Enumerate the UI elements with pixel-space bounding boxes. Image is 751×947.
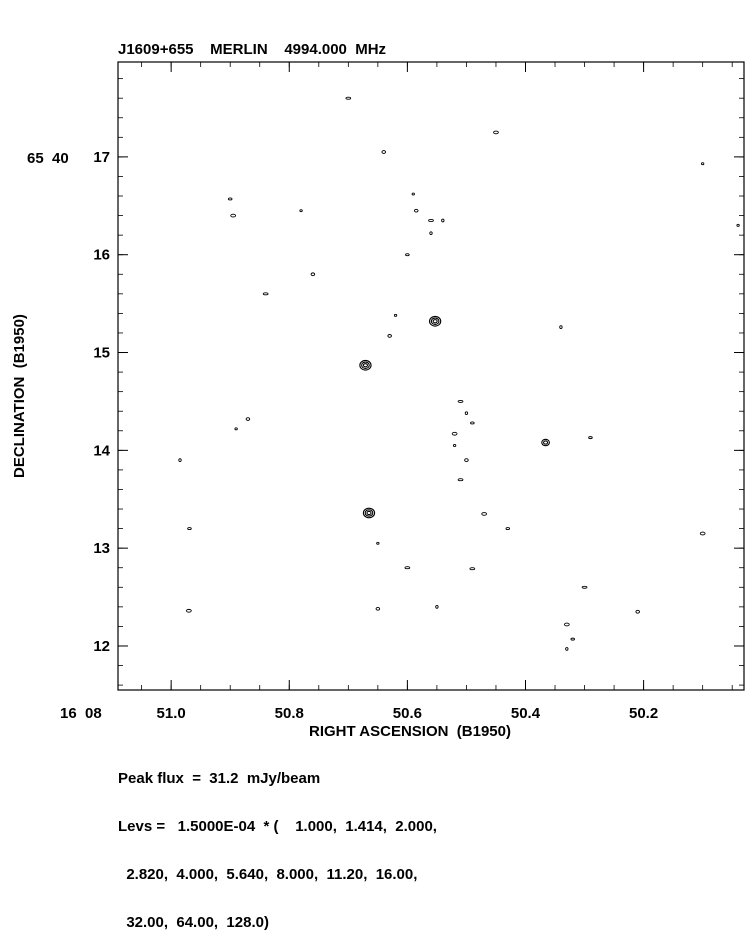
y-tick-labels: 17 16 15 14 13 12 <box>93 149 110 655</box>
noise-contour <box>493 130 499 135</box>
noise-contour <box>469 567 476 571</box>
noise-contour <box>405 253 410 257</box>
noise-contour <box>701 162 705 166</box>
noise-contour <box>470 421 475 425</box>
y-tick-label: 16 <box>93 247 110 264</box>
noise-contour <box>559 325 563 329</box>
source-contour-ring <box>362 507 376 519</box>
noise-contour <box>381 150 387 154</box>
noise-contour <box>563 622 570 627</box>
noise-contour <box>429 231 433 236</box>
x-axis-label: RIGHT ASCENSION (B1950) <box>309 723 511 740</box>
source-contour-ring <box>432 319 438 324</box>
noise-contours <box>178 96 740 651</box>
source-contour-ring <box>362 363 368 368</box>
noise-contour <box>435 605 439 609</box>
noise-contour <box>736 223 740 227</box>
noise-contour <box>581 585 588 589</box>
source-contours <box>359 315 550 519</box>
noise-contour <box>404 566 411 570</box>
noise-contour <box>186 608 192 613</box>
noise-contour <box>451 431 458 436</box>
y-tick-label: 15 <box>93 345 110 362</box>
source-contour-ring <box>364 509 374 517</box>
noise-contour <box>464 411 469 416</box>
noise-contour <box>245 417 251 421</box>
noise-contour <box>187 527 192 531</box>
noise-contour <box>411 192 415 196</box>
noise-contour <box>441 218 445 223</box>
noise-contour <box>428 219 434 222</box>
chart-title: J1609+655 MERLIN 4994.000 MHz <box>118 41 386 58</box>
noise-contour <box>505 527 511 531</box>
x-tick-label: 50.8 <box>275 705 304 722</box>
x-tick-labels: 51.0 50.8 50.6 50.4 50.2 <box>157 705 659 722</box>
levels-line-2: 2.820, 4.000, 5.640, 8.000, 11.20, 16.00… <box>118 866 418 883</box>
noise-contour <box>464 458 469 462</box>
noise-contour <box>413 208 419 213</box>
y-tick-label: 12 <box>93 638 110 655</box>
levels-line-1: Levs = 1.5000E-04 * ( 1.000, 1.414, 2.00… <box>118 818 437 835</box>
source-contour-ring <box>543 440 549 445</box>
noise-contour <box>570 637 575 641</box>
levels-line-3: 32.00, 64.00, 128.0) <box>118 914 269 931</box>
noise-contour <box>699 531 706 536</box>
noise-contour <box>299 209 303 213</box>
x-tick-label: 50.4 <box>511 705 541 722</box>
noise-contour <box>452 444 457 447</box>
noise-contour <box>376 541 380 545</box>
noise-contour <box>457 478 464 482</box>
noise-contour <box>635 609 640 614</box>
noise-contour <box>375 606 381 611</box>
axis-ticks <box>118 62 744 690</box>
noise-contour <box>387 334 392 338</box>
y-tick-label: 14 <box>93 442 110 459</box>
source-contour-ring <box>430 317 440 325</box>
noise-contour <box>565 647 569 651</box>
noise-contour <box>262 292 269 296</box>
noise-contour <box>393 313 398 317</box>
peak-flux-note: Peak flux = 31.2 mJy/beam <box>118 770 321 787</box>
y-axis-prefix: 65 40 <box>27 150 69 167</box>
source-contour-ring <box>366 510 372 516</box>
noise-contour <box>457 399 464 403</box>
noise-contour <box>588 436 593 440</box>
noise-contour <box>230 213 237 218</box>
source-contour-ring <box>428 315 442 327</box>
noise-contour <box>227 197 233 201</box>
y-axis-label: DECLINATION (B1950) <box>11 314 28 478</box>
chart-footer: Peak flux = 31.2 mJy/beam Levs = 1.5000E… <box>118 739 437 947</box>
x-tick-label: 50.6 <box>393 705 422 722</box>
source-contour-ring <box>359 359 372 371</box>
source-contour-ring <box>541 438 550 447</box>
x-tick-label: 50.2 <box>629 705 658 722</box>
source-contour-ring <box>361 361 370 369</box>
noise-contour <box>481 512 488 516</box>
noise-contour <box>178 458 182 462</box>
noise-contour <box>234 427 238 431</box>
plot-frame <box>117 61 745 691</box>
x-tick-label: 51.0 <box>157 705 186 722</box>
x-axis-prefix: 16 08 <box>60 705 102 722</box>
y-tick-label: 13 <box>93 540 110 557</box>
noise-contour <box>310 272 316 277</box>
contour-plot: J1609+655 MERLIN 4994.000 MHz 51.0 50.8 50… <box>11 41 745 740</box>
y-tick-label: 17 <box>93 149 110 166</box>
noise-contour <box>345 96 352 100</box>
